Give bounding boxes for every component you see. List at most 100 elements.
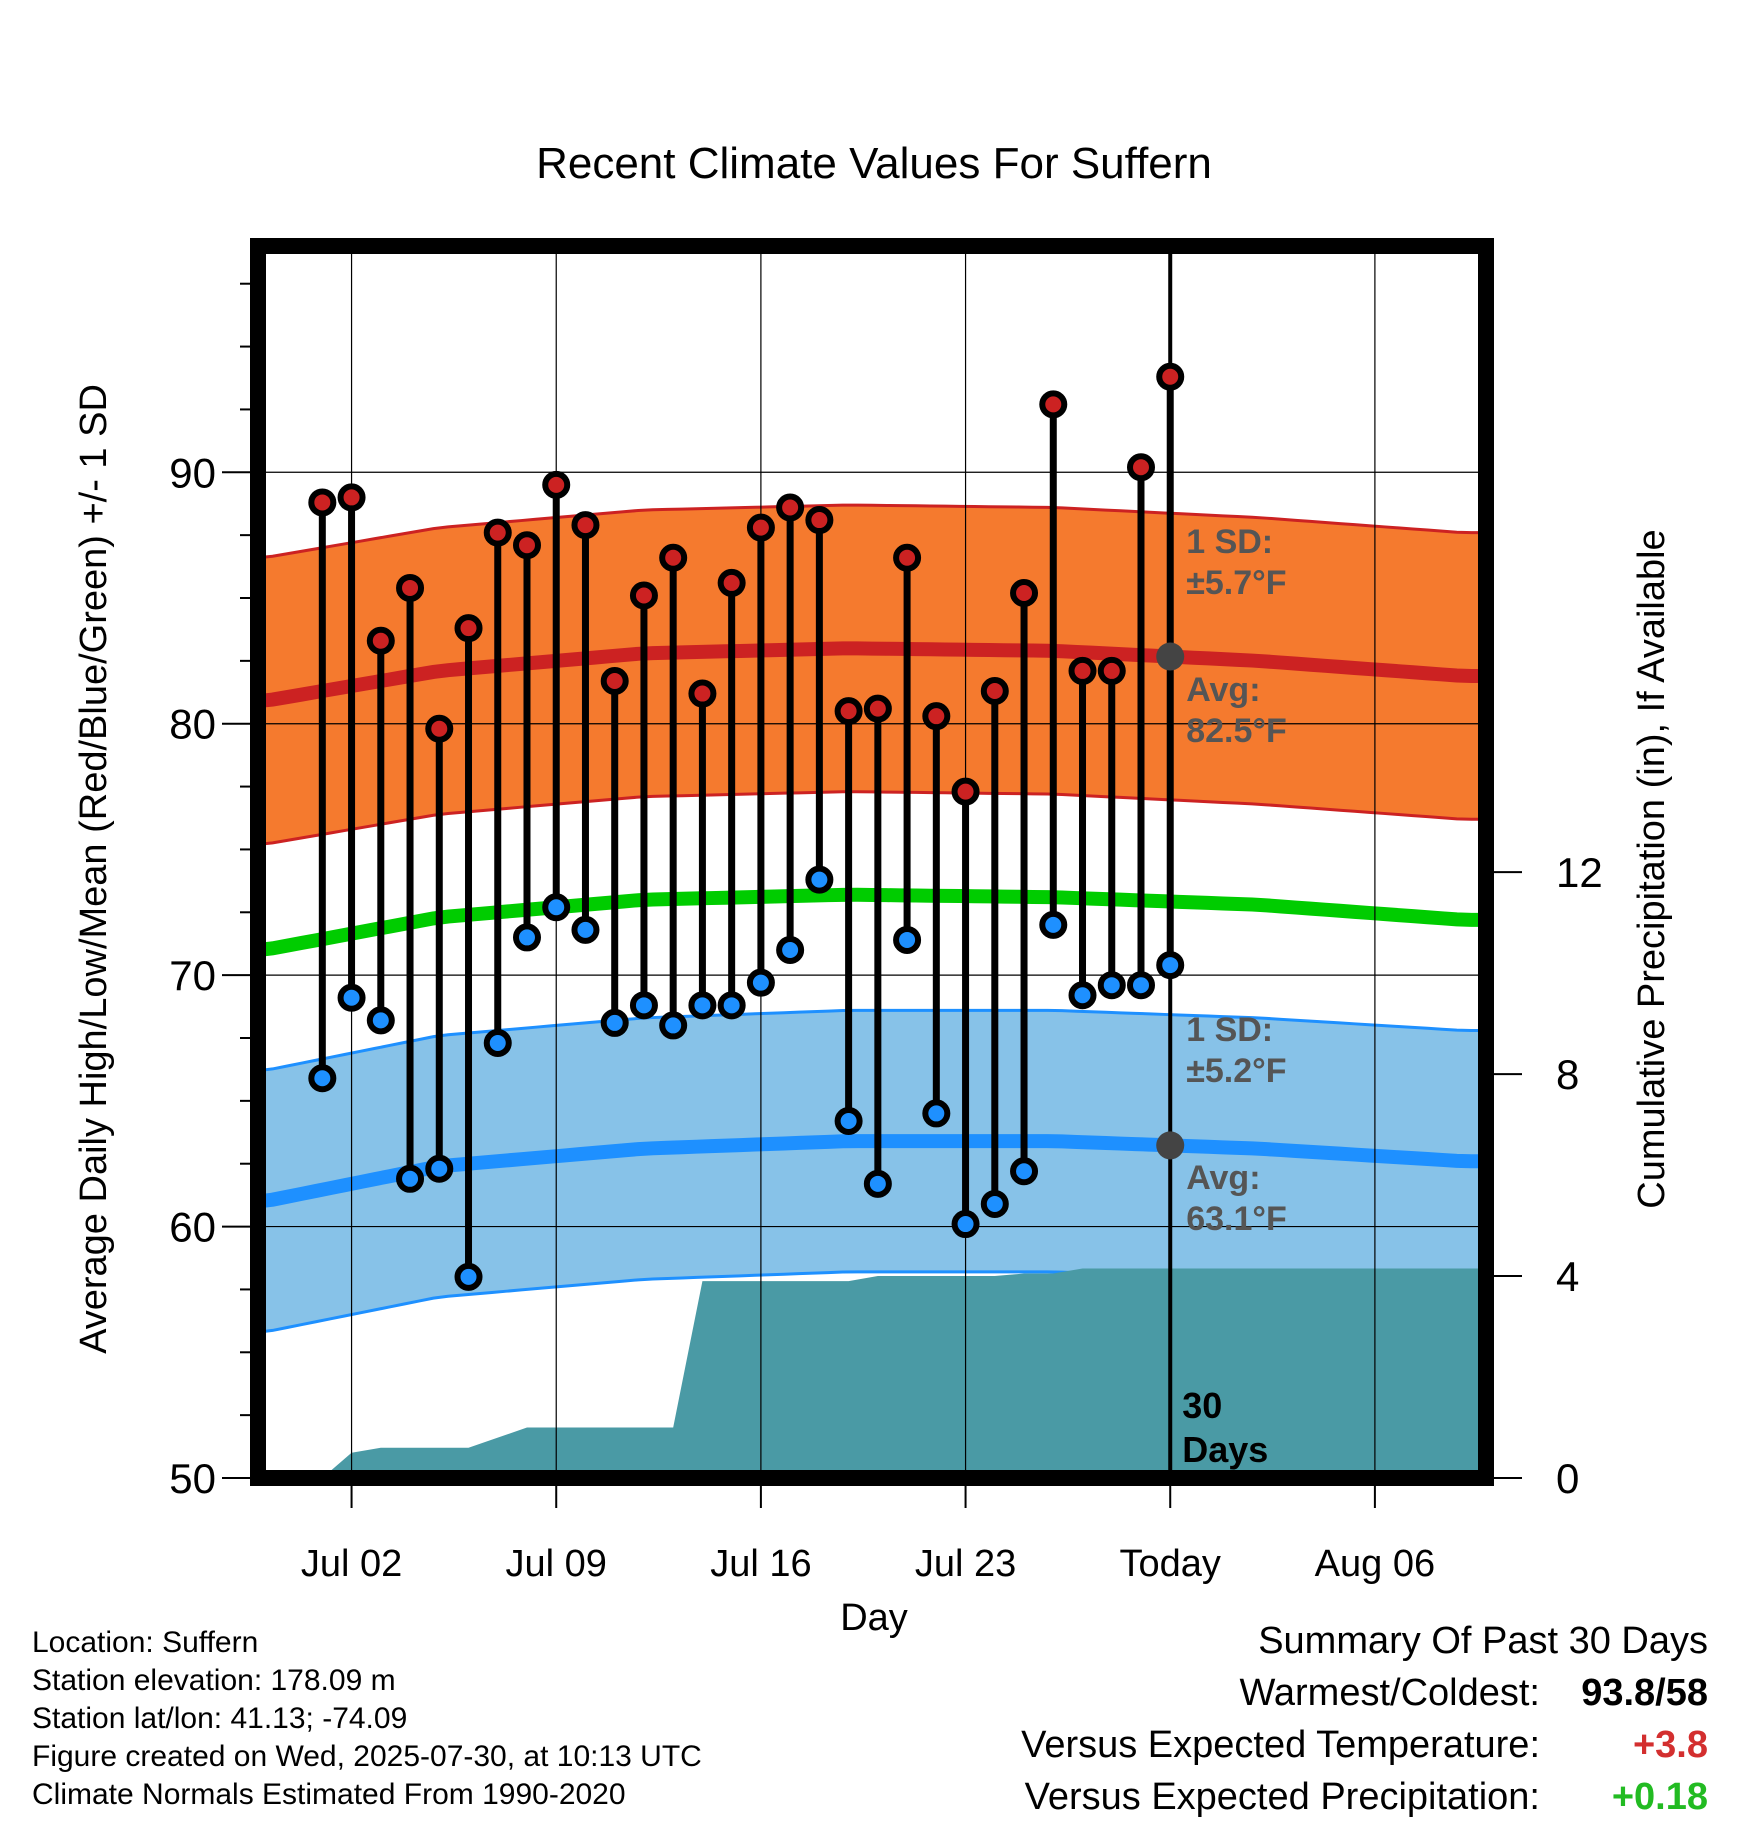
high-sd-band — [258, 505, 1486, 845]
daily-low-point — [1097, 971, 1126, 1000]
x-tick-label: Jul 23 — [915, 1543, 1016, 1585]
daily-low-point — [805, 865, 834, 894]
warmest-value: 93.8 — [1581, 1672, 1656, 1714]
daily-low-point — [893, 925, 922, 954]
summary-temp-value: +3.8 — [1632, 1724, 1708, 1766]
summary-precip-row: Versus Expected Precipitation: +0.18 — [1025, 1776, 1708, 1819]
daily-low-point — [600, 1008, 629, 1037]
low-sd-label: 1 SD: — [1186, 1011, 1273, 1049]
y-tick-label: 80 — [169, 701, 216, 748]
daily-low-point — [1126, 971, 1155, 1000]
x-tick-label: Aug 06 — [1315, 1543, 1435, 1585]
daily-low-point — [308, 1064, 337, 1093]
x-tick-label: Jul 16 — [710, 1543, 811, 1585]
daily-low-point — [1039, 910, 1068, 939]
high-sd-value: ±5.7°F — [1186, 564, 1286, 602]
high-sd-band-upper-edge — [257, 503, 1486, 560]
daily-high-point — [1097, 656, 1126, 685]
y2-tick-label: 12 — [1556, 849, 1603, 896]
daily-low-point — [717, 991, 746, 1020]
y2-tick-label: 4 — [1556, 1253, 1579, 1300]
y-tick-label: 60 — [169, 1204, 216, 1251]
info-latlon: Station lat/lon: 41.13; -74.09 — [32, 1702, 408, 1735]
daily-high-point — [1068, 656, 1097, 685]
daily-high-point — [834, 697, 863, 726]
summary-precip-value: +0.18 — [1611, 1776, 1708, 1818]
daily-low-point — [863, 1169, 892, 1198]
info-elevation: Station elevation: 178.09 m — [32, 1664, 396, 1697]
daily-low-point — [659, 1011, 688, 1040]
daily-high-point — [512, 531, 541, 560]
daily-low-point — [951, 1210, 980, 1239]
daily-low-point — [980, 1189, 1009, 1218]
y-tick-label: 70 — [169, 952, 216, 999]
window-count-label: 30 — [1182, 1385, 1222, 1426]
chart-title: Recent Climate Values For Suffern — [536, 139, 1212, 188]
coldest-value: /58 — [1655, 1672, 1708, 1714]
daily-high-point — [893, 543, 922, 572]
plot-frame — [250, 238, 1494, 1486]
daily-high-point — [600, 666, 629, 695]
daily-low-point — [571, 915, 600, 944]
daily-low-point — [396, 1164, 425, 1193]
daily-high-point — [454, 614, 483, 643]
overlay: 50 60 70 80 90 0 4 8 12 Jul 02 Jul 09 Jul 16 Jul 23 T… — [169, 238, 1603, 1585]
summary-temp-label: Versus Expected Temperature: — [1021, 1724, 1540, 1766]
y-axis-label: Average Daily High/Low/Mean (Red/Blue/Gr… — [73, 384, 115, 1354]
daily-low-point — [542, 893, 571, 922]
daily-high-point — [1156, 362, 1185, 391]
daily-high-point — [337, 483, 366, 512]
daily-high-point — [717, 568, 746, 597]
x-axis-label: Day — [840, 1597, 908, 1639]
daily-high-point — [542, 470, 571, 499]
info-created: Figure created on Wed, 2025-07-30, at 10… — [32, 1740, 702, 1773]
daily-low-point — [425, 1154, 454, 1183]
daily-high-point — [483, 518, 512, 547]
daily-low-point — [337, 983, 366, 1012]
x-tick-label: Jul 09 — [506, 1543, 607, 1585]
daily-high-point — [1039, 390, 1068, 419]
y-tick-label: 50 — [169, 1455, 216, 1502]
summary-warmest-label: Warmest/Coldest: — [1239, 1672, 1540, 1714]
y-tick-label: 90 — [169, 449, 216, 496]
summary-precip-label: Versus Expected Precipitation: — [1024, 1776, 1540, 1818]
daily-high-point — [1126, 453, 1155, 482]
daily-high-point — [922, 702, 951, 731]
high-avg-label: Avg: — [1186, 671, 1260, 709]
daily-low-point — [834, 1106, 863, 1135]
daily-low-point — [746, 968, 775, 997]
precip-area — [263, 1268, 1486, 1478]
daily-high-point — [1010, 578, 1039, 607]
daily-low-point — [688, 991, 717, 1020]
daily-high-point — [980, 677, 1009, 706]
low-sd-value: ±5.2°F — [1186, 1052, 1286, 1090]
info-normals: Climate Normals Estimated From 1990-2020 — [32, 1778, 626, 1811]
daily-low-point — [454, 1262, 483, 1291]
high-sd-band-lower-edge — [257, 790, 1486, 846]
low-avg-value: 63.1°F — [1186, 1200, 1287, 1238]
daily-low-point — [366, 1006, 395, 1035]
daily-high-point — [308, 488, 337, 517]
station-info: Location: Suffern Station elevation: 178… — [32, 1624, 702, 1814]
daily-high-point — [396, 573, 425, 602]
daily-low-point — [1010, 1157, 1039, 1186]
mean-average-line — [257, 887, 1486, 957]
info-location: Location: Suffern — [32, 1626, 259, 1659]
x-tick-label: Today — [1120, 1543, 1221, 1585]
low-average-marker — [1156, 1131, 1185, 1160]
daily-low-point — [512, 923, 541, 952]
daily-low-point — [776, 936, 805, 964]
daily-high-point — [659, 543, 688, 572]
high-average-line — [257, 641, 1486, 709]
high-average-marker — [1156, 642, 1185, 671]
low-average-line — [257, 1134, 1486, 1209]
high-sd-label: 1 SD: — [1186, 523, 1273, 561]
y2-axis-label: Cumulative Precipitation (in), If Availa… — [1631, 529, 1673, 1208]
daily-high-point — [425, 714, 454, 743]
daily-high-point — [571, 511, 600, 540]
summary-warmest-value: 93.8/58 — [1558, 1672, 1708, 1715]
summary-title: Summary Of Past 30 Days — [1258, 1620, 1708, 1662]
y2-tick-label: 8 — [1556, 1051, 1579, 1098]
high-avg-value: 82.5°F — [1186, 712, 1287, 750]
daily-high-point — [629, 581, 658, 610]
